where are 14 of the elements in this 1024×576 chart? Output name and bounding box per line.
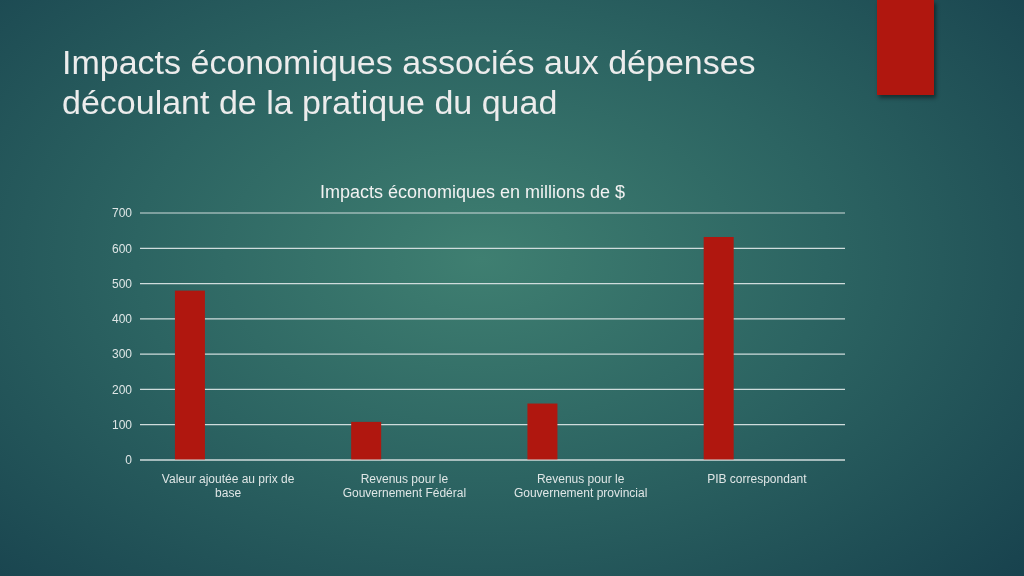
x-tick-label: Revenus pour le Gouvernement provincial: [513, 471, 648, 501]
y-tick-label: 100: [111, 417, 133, 432]
x-tick-label: PIB correspondant: [707, 471, 808, 486]
y-tick-label: 200: [111, 382, 133, 397]
y-tick-label: 700: [111, 206, 133, 221]
chart-title: Impacts économiques associés aux dépenses découlant de la pratique du quad: [62, 42, 757, 122]
x-tick-label: Valeur ajoutée au prix de base: [161, 471, 295, 501]
y-tick-label: 400: [111, 312, 133, 327]
y-tick-label: 300: [111, 347, 133, 362]
chart-subtitle: Impacts économiques en millions de $: [318, 182, 627, 203]
x-tick-label: Revenus pour le Gouvernement Fédéral: [342, 471, 467, 501]
y-tick-label: 500: [111, 276, 133, 291]
y-tick-label: 0: [125, 453, 133, 468]
y-tick-label: 600: [111, 241, 133, 256]
